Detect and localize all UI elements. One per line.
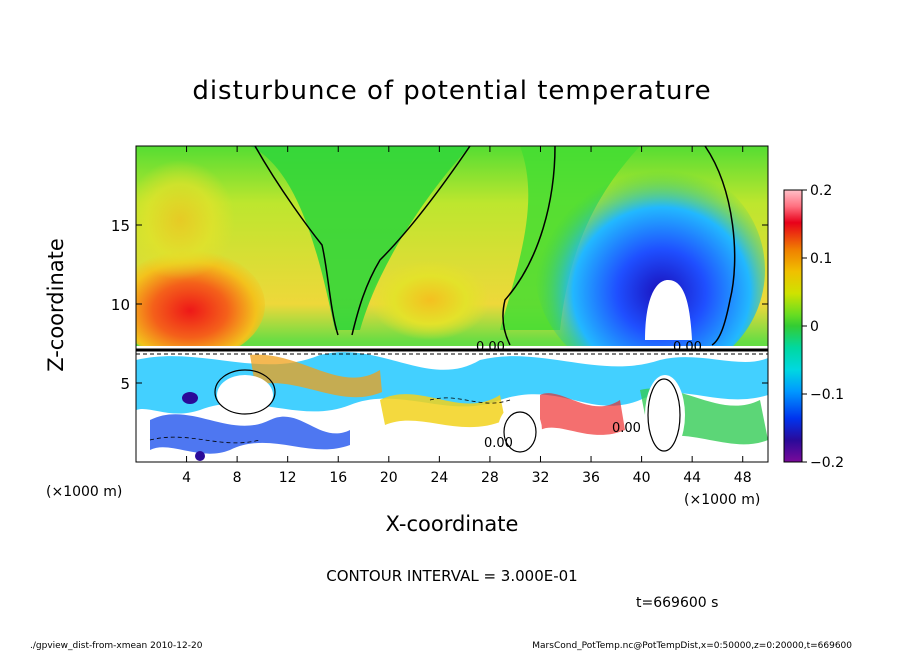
y-tick-label: 15: [111, 217, 130, 235]
x-tick-label: 8: [233, 470, 242, 486]
x-axis-label: X-coordinate: [385, 512, 519, 536]
x-tick-label: 32: [532, 470, 550, 486]
time-label: t=669600 s: [636, 595, 719, 611]
x-tick-label: 12: [279, 470, 297, 486]
contour-interval-text: CONTOUR INTERVAL = 3.000E-01: [326, 567, 578, 585]
colorbar: [783, 189, 803, 463]
colorbar-ticks: 0.2 0.1 0 −0.1 −0.2: [802, 183, 844, 471]
x-axis-ticks: 4 8 12 16 20 24 28 32 36 40 44 48: [182, 146, 752, 486]
colorbar-tick-label: 0.1: [810, 251, 832, 267]
colorbar-tick-label: −0.2: [810, 455, 844, 471]
y-tick-label: 10: [111, 296, 130, 314]
contour-label: 0.00: [673, 340, 702, 355]
contour-label: 0.00: [484, 436, 513, 451]
colorbar-tick-label: 0: [810, 319, 819, 335]
x-tick-label: 48: [734, 470, 752, 486]
footer-right: MarsCond_PotTemp.nc@PotTempDist,x=0:5000…: [532, 641, 852, 651]
x-tick-label: 28: [481, 470, 499, 486]
y-axis-ticks: 5 10 15: [111, 217, 768, 393]
contour-label: 0.00: [612, 421, 641, 436]
y-axis-label: Z-coordinate: [44, 238, 68, 372]
colorbar-tick-label: 0.2: [810, 183, 832, 199]
x-tick-label: 4: [182, 470, 191, 486]
x-tick-label: 36: [582, 470, 600, 486]
x-tick-label: 24: [430, 470, 448, 486]
y-tick-label: 5: [120, 375, 130, 393]
x-tick-label: 40: [633, 470, 651, 486]
footer-left: ./gpview_dist-from-xmean 2010-12-20: [30, 641, 203, 651]
contour-labels: 0.00 0.00 0.00 0.00: [476, 340, 702, 451]
x-tick-label: 44: [683, 470, 701, 486]
x-unit-right: (×1000 m): [684, 492, 761, 508]
heatmap-field: [136, 146, 768, 462]
contour-label: 0.00: [476, 340, 505, 355]
x-unit-left: (×1000 m): [46, 484, 123, 500]
x-tick-label: 16: [329, 470, 347, 486]
colorbar-tick-label: −0.1: [810, 387, 844, 403]
chart-title: disturbunce of potential temperature: [192, 76, 712, 106]
x-tick-label: 20: [380, 470, 398, 486]
